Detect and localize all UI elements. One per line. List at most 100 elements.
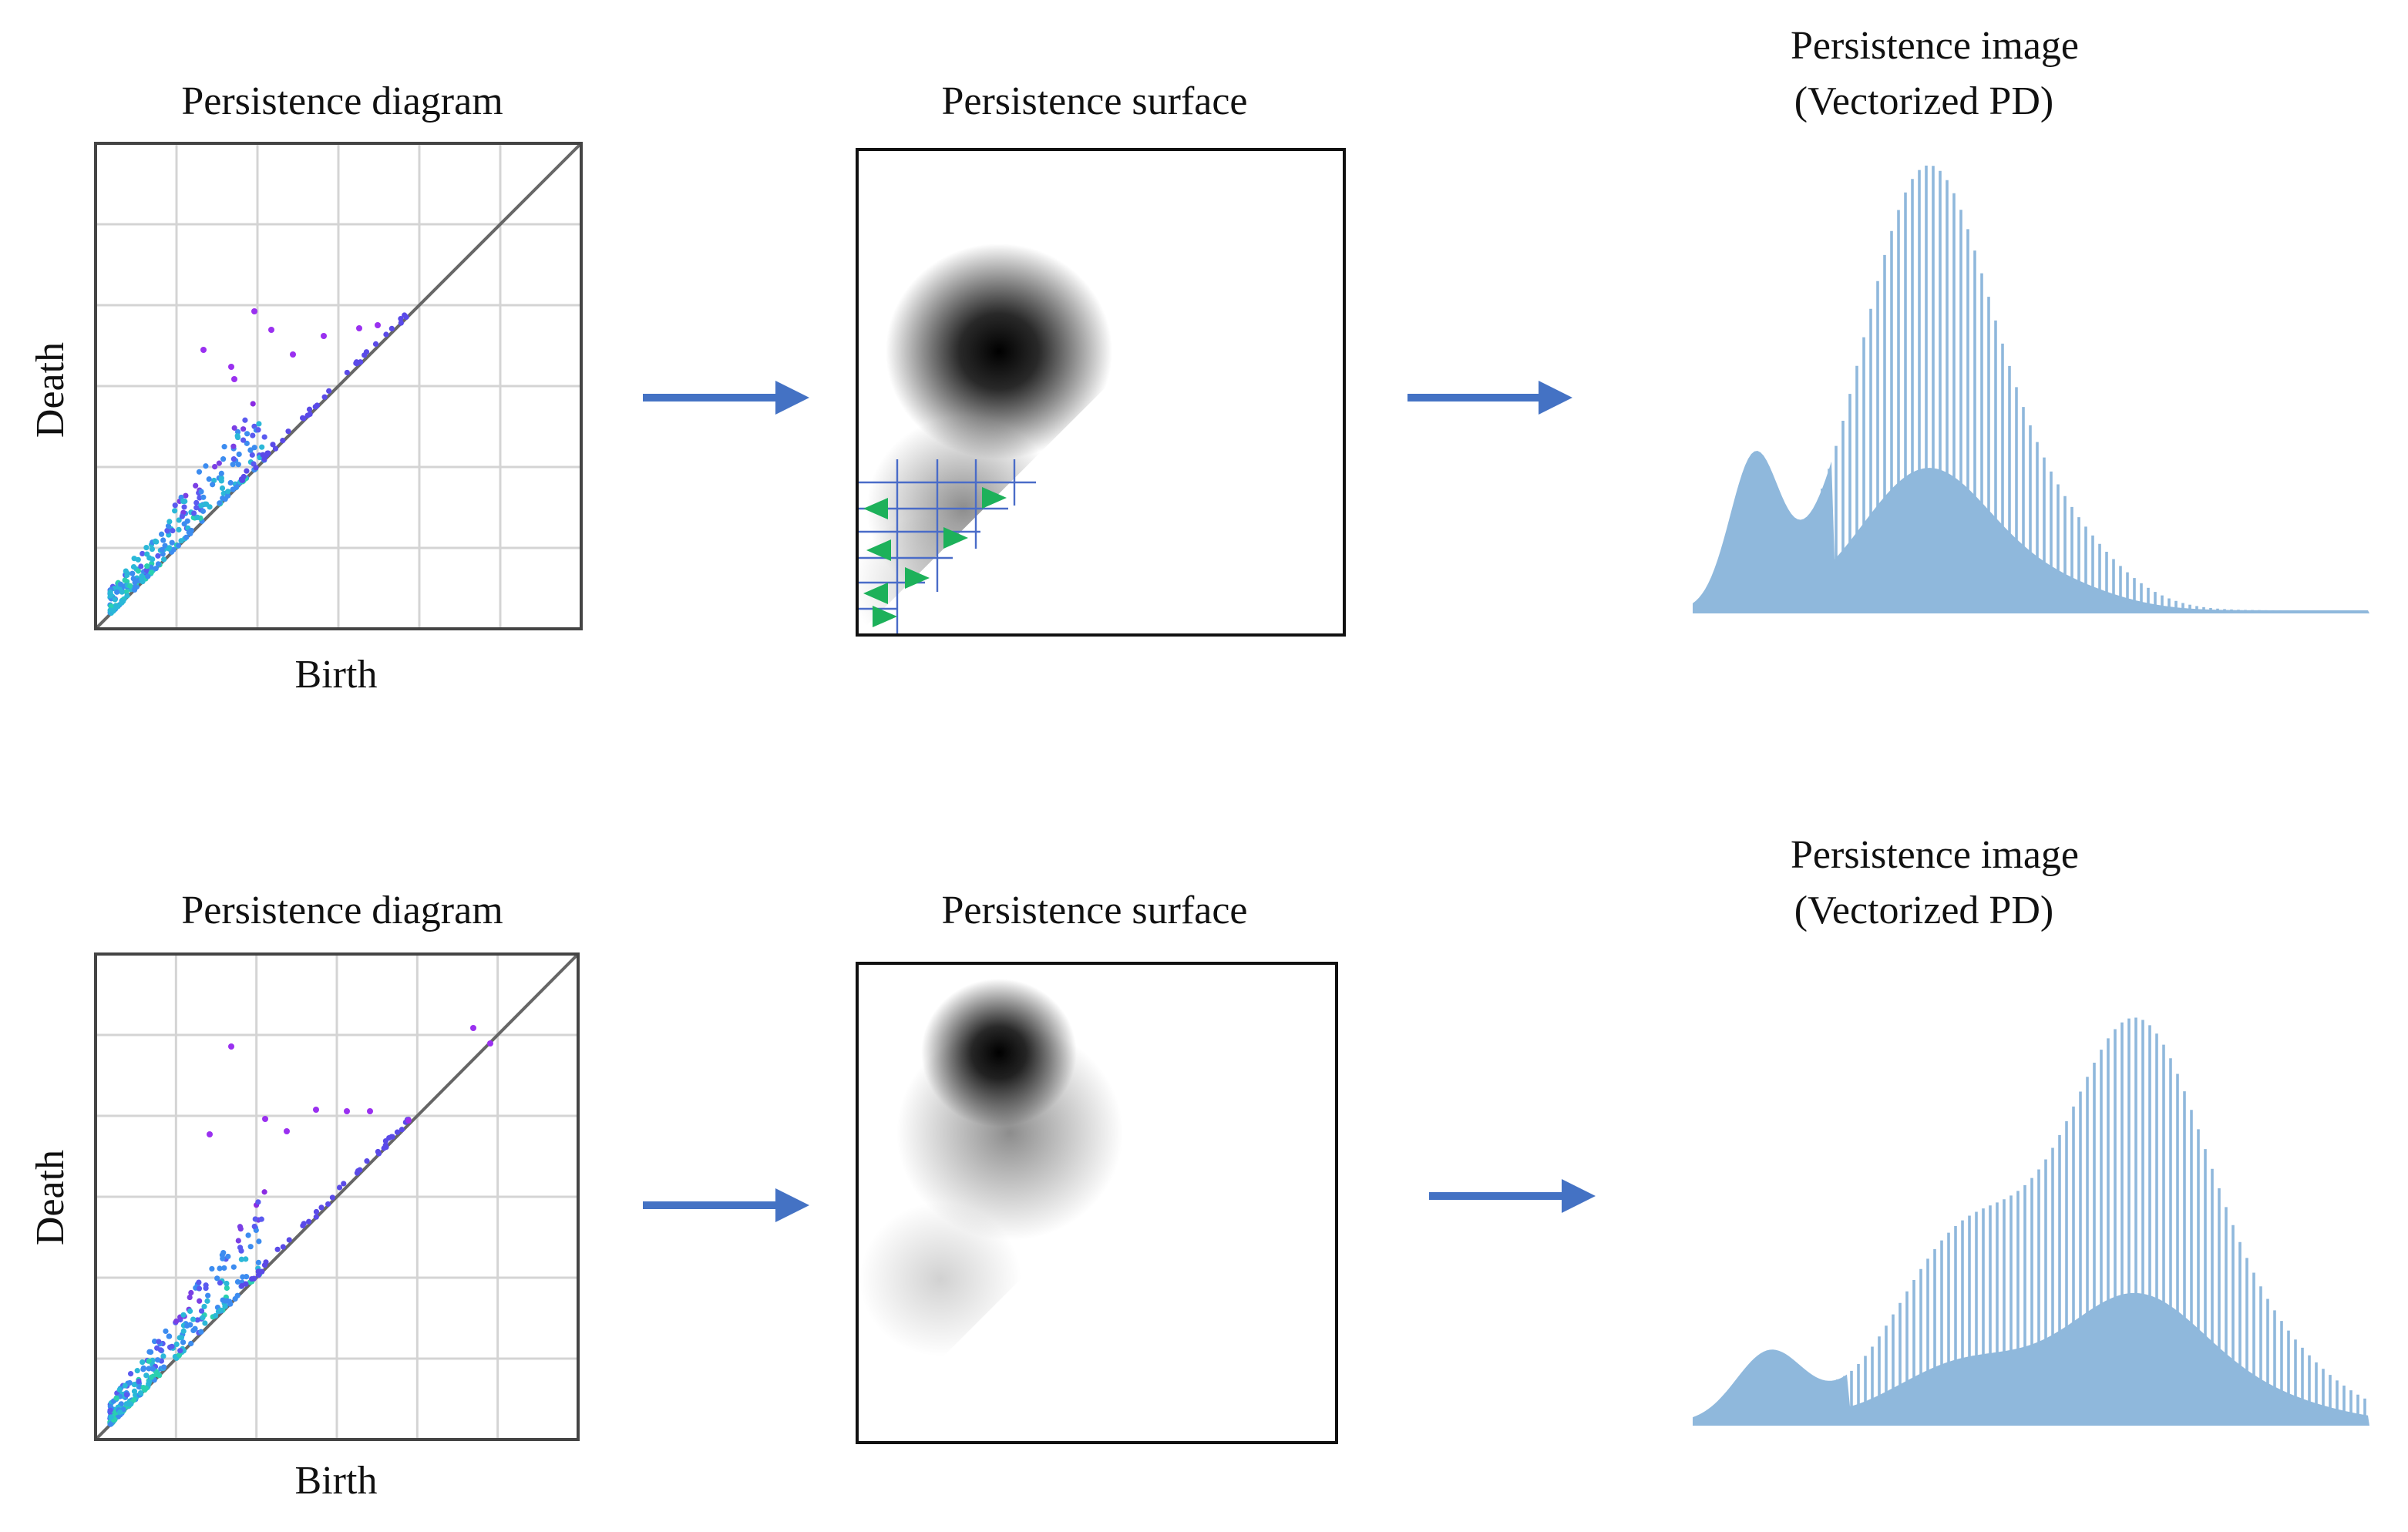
point: [193, 499, 200, 506]
point: [225, 1253, 231, 1260]
point: [193, 505, 200, 511]
point: [299, 415, 306, 421]
diagram-title: Persistence diagram: [181, 79, 503, 123]
point: [151, 1338, 158, 1345]
point: [159, 546, 165, 553]
point: [326, 388, 332, 394]
surface-density: [857, 244, 1112, 635]
point: [173, 1341, 180, 1347]
point: [183, 1322, 190, 1329]
point: [318, 1204, 325, 1211]
point: [116, 1409, 123, 1416]
point: [196, 1279, 202, 1285]
point: [172, 508, 178, 514]
point: [177, 1348, 183, 1354]
point: [209, 1265, 215, 1272]
point: [200, 494, 207, 500]
point: [152, 538, 159, 544]
point: [155, 561, 161, 567]
point: [207, 1131, 213, 1137]
point: [128, 1401, 134, 1407]
point: [217, 500, 223, 506]
point: [230, 443, 237, 449]
point: [270, 442, 276, 448]
point: [225, 492, 231, 499]
point: [196, 1285, 203, 1292]
point: [160, 556, 167, 563]
image-title: (Vectorized PD): [1794, 889, 2053, 932]
point: [176, 526, 182, 533]
point: [163, 1328, 169, 1335]
surface-title: Persistence surface: [941, 79, 1247, 123]
point: [325, 1201, 331, 1208]
point: [321, 394, 328, 400]
point: [256, 1238, 262, 1245]
diagram-frame: [94, 142, 583, 630]
point: [218, 470, 224, 476]
point: [113, 605, 119, 611]
point: [123, 568, 129, 574]
flow-arrow: [905, 567, 930, 589]
point: [198, 1308, 205, 1314]
point: [198, 1329, 204, 1335]
point: [234, 1278, 241, 1285]
point: [139, 576, 145, 583]
point: [234, 1292, 240, 1299]
point: [264, 450, 271, 456]
point: [146, 1379, 153, 1385]
point: [123, 1392, 129, 1398]
point: [235, 1238, 241, 1244]
point: [235, 462, 241, 468]
point: [261, 434, 267, 440]
surface-density: [859, 979, 1123, 1356]
point: [228, 364, 234, 370]
point: [190, 1316, 197, 1322]
point: [280, 438, 286, 444]
point: [375, 322, 381, 328]
point: [314, 402, 321, 408]
point: [204, 1298, 210, 1304]
point: [197, 1298, 203, 1304]
point: [122, 1382, 128, 1389]
point: [166, 545, 173, 551]
point: [113, 1395, 119, 1401]
point: [285, 428, 291, 435]
point: [251, 308, 257, 314]
point: [228, 1043, 234, 1050]
point: [158, 531, 165, 537]
point: [180, 1312, 187, 1318]
point: [234, 434, 241, 441]
point: [127, 583, 133, 589]
point: [219, 485, 226, 492]
point: [202, 1320, 208, 1326]
flow-arrow: [863, 498, 888, 519]
point: [116, 1386, 123, 1393]
point: [243, 1256, 249, 1262]
point: [206, 476, 212, 482]
point: [245, 1232, 251, 1238]
point: [268, 327, 274, 333]
point: [177, 1352, 183, 1358]
point: [300, 1222, 306, 1229]
point: [399, 1127, 405, 1133]
point: [224, 1285, 230, 1292]
point: [284, 1128, 290, 1134]
point: [405, 1117, 412, 1124]
point: [383, 331, 389, 338]
arrow-head: [1562, 1179, 1596, 1213]
point: [153, 566, 159, 572]
point: [255, 1259, 261, 1265]
point: [126, 1379, 133, 1386]
point: [216, 460, 222, 466]
diagram-frame: [94, 952, 580, 1441]
point: [108, 603, 114, 610]
point: [146, 1358, 152, 1364]
point: [253, 465, 259, 471]
row: Persistence diagram Birth Death Persiste…: [29, 833, 2369, 1503]
x-label: Birth: [295, 653, 378, 697]
point: [148, 569, 154, 576]
point: [255, 427, 261, 433]
point: [230, 1264, 237, 1270]
point: [107, 1407, 113, 1413]
flow-arrow: [943, 527, 968, 549]
